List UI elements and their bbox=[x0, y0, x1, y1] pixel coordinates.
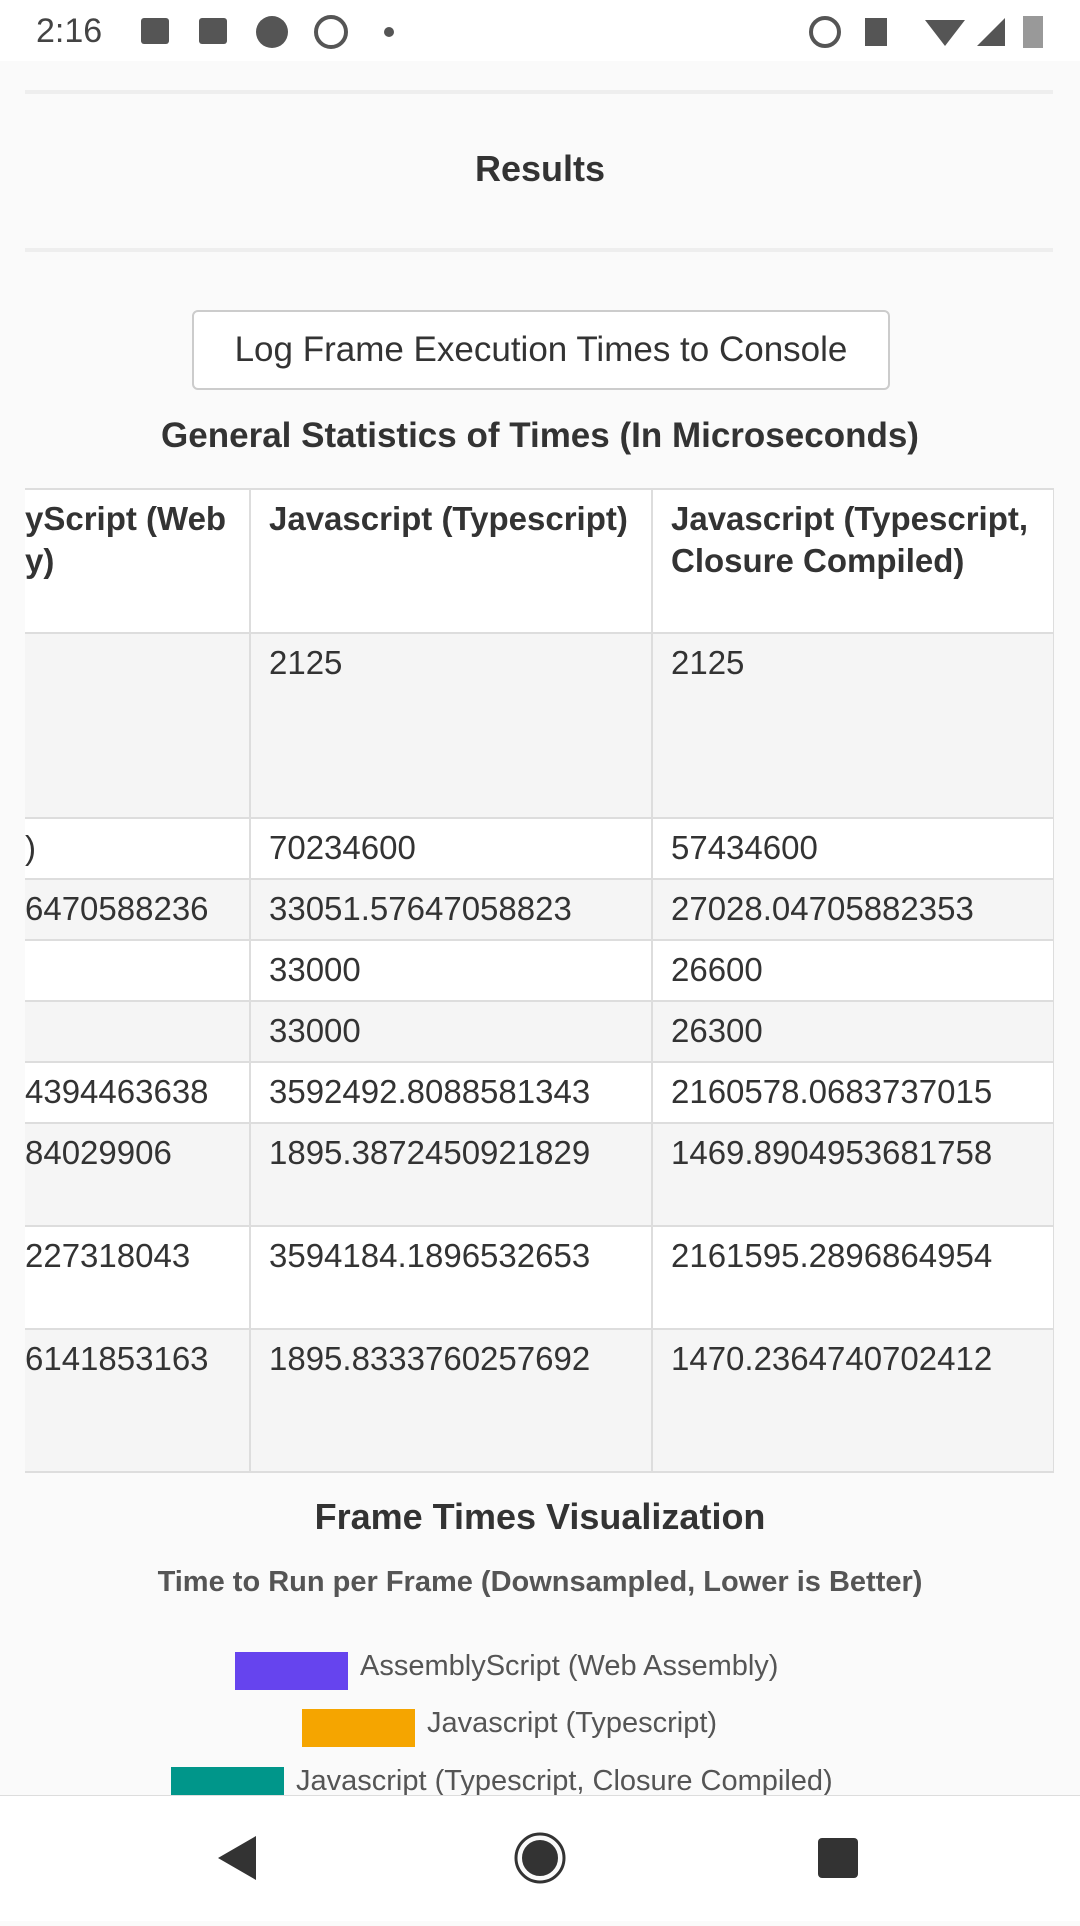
nav-bar bbox=[0, 1795, 1080, 1921]
table-cell: 84029906 bbox=[25, 1122, 251, 1227]
back-button[interactable] bbox=[218, 1836, 256, 1880]
home-button[interactable] bbox=[518, 1836, 562, 1880]
table-cell: 2160578.0683737015 bbox=[651, 1061, 1054, 1124]
table-row: 6141853163 1895.8333760257692 1470.2364740… bbox=[25, 1328, 1054, 1473]
table-cell: 3592492.8088581343 bbox=[249, 1061, 653, 1124]
table-cell: 57434600 bbox=[651, 817, 1054, 880]
chart-title: Time to Run per Frame (Downsampled, Lowe… bbox=[157, 1566, 923, 1598]
table-cell: 6470588236 bbox=[25, 878, 251, 941]
table-cell: 26600 bbox=[651, 939, 1054, 1002]
table-row: 33000 26600 bbox=[25, 939, 1054, 1002]
viz-title: Frame Times Visualization bbox=[314, 1496, 766, 1537]
table-cell: 6141853163 bbox=[25, 1328, 251, 1473]
table-cell bbox=[25, 1000, 251, 1063]
table-cell: 1895.3872450921829 bbox=[249, 1122, 653, 1227]
table-cell: 26300 bbox=[651, 1000, 1054, 1063]
header-cell: yScript (Web y) bbox=[25, 488, 251, 634]
table-row: 2125 2125 bbox=[25, 632, 1054, 819]
table-cell bbox=[25, 632, 251, 819]
table-row: 4394463638 3592492.8088581343 2160578.0683… bbox=[25, 1061, 1054, 1124]
table-row: ) 70234600 57434600 bbox=[25, 817, 1054, 880]
stats-table: yScript (Web y) Javascript (Typescript) Ja… bbox=[25, 488, 1054, 1473]
table-cell: 227318043 bbox=[25, 1225, 251, 1330]
header-row: yScript (Web y) Javascript (Typescript) Ja… bbox=[25, 488, 1054, 634]
table-row: 84029906 1895.3872450921829 1469.890495368… bbox=[25, 1122, 1054, 1227]
table-cell: 2161595.2896864954 bbox=[651, 1225, 1054, 1330]
system-icons bbox=[809, 16, 1043, 48]
legend-swatch bbox=[171, 1767, 284, 1795]
table-cell: 3594184.1896532653 bbox=[249, 1225, 653, 1330]
legend-label: Javascript (Typescript, Closure Compiled… bbox=[296, 1765, 833, 1795]
table-cell: 33000 bbox=[249, 1000, 653, 1063]
legend-label: Javascript (Typescript) bbox=[427, 1707, 718, 1739]
section-title: Results bbox=[474, 148, 606, 189]
table-cell bbox=[25, 939, 251, 1002]
table-row: 6470588236 33051.57647058823 27028.0470588… bbox=[25, 878, 1054, 941]
header-cell: Javascript (Typescript) bbox=[249, 488, 653, 634]
divider bbox=[25, 248, 1053, 252]
recents-button[interactable] bbox=[818, 1838, 858, 1878]
stats-table-wrap: yScript (Web y) Javascript (Typescript) Ja… bbox=[25, 488, 1054, 1473]
table-cell: 1470.2364740702412 bbox=[651, 1328, 1054, 1473]
table-cell: 27028.04705882353 bbox=[651, 878, 1054, 941]
table-cell: 70234600 bbox=[249, 817, 653, 880]
clock: 2:16 bbox=[36, 12, 103, 50]
table-row: 33000 26300 bbox=[25, 1000, 1054, 1063]
divider bbox=[25, 90, 1053, 94]
legend-swatch bbox=[235, 1652, 348, 1690]
legend: AssemblyScript (Web Assembly) Javascript … bbox=[0, 1652, 1080, 1795]
legend-label: AssemblyScript (Web Assembly) bbox=[360, 1652, 779, 1682]
table-title: General Statistics of Times (In Microsec… bbox=[161, 416, 919, 455]
table-cell: 1895.8333760257692 bbox=[249, 1328, 653, 1473]
header-cell: Javascript (Typescript, Closure Compiled… bbox=[651, 488, 1054, 634]
log-button[interactable]: Log Frame Execution Times to Console bbox=[192, 310, 890, 390]
notification-icons bbox=[141, 15, 394, 49]
table-cell: 4394463638 bbox=[25, 1061, 251, 1124]
table-cell: 1469.8904953681758 bbox=[651, 1122, 1054, 1227]
nav-buttons bbox=[218, 1832, 858, 1884]
status-bar: 2:16 bbox=[0, 0, 1080, 61]
table-cell: 33051.57647058823 bbox=[249, 878, 653, 941]
table-cell: 33000 bbox=[249, 939, 653, 1002]
table-cell: 2125 bbox=[249, 632, 653, 819]
table-cell: ) bbox=[25, 817, 251, 880]
table-cell: 2125 bbox=[651, 632, 1054, 819]
table-row: 227318043 3594184.1896532653 2161595.28968… bbox=[25, 1225, 1054, 1330]
legend-swatch bbox=[302, 1709, 415, 1747]
